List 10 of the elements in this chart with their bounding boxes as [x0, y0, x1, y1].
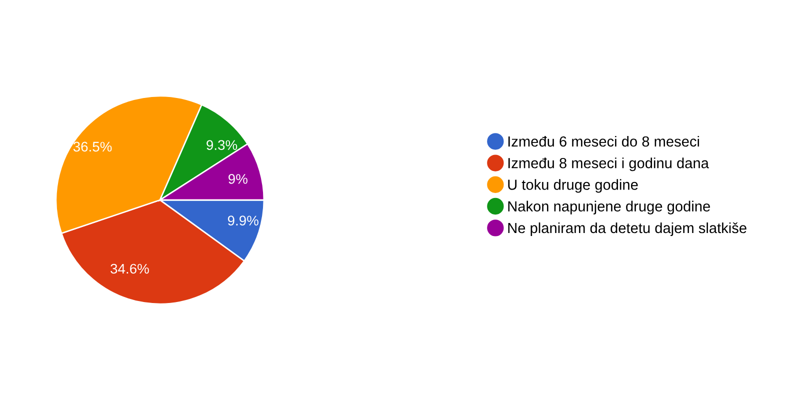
legend-label: Nakon napunjene druge godine [508, 200, 710, 214]
data-label: 9.3% [206, 140, 238, 150]
legend-label: U toku druge godine [508, 179, 638, 193]
data-label: 34.6% [110, 264, 149, 274]
legend-label: Između 6 meseci do 8 meseci [508, 136, 700, 147]
data-label: 9.9% [228, 216, 258, 226]
data-label: 9% [228, 174, 248, 184]
legend-label: Ne planiram da detetu dajem slatkiše [508, 222, 746, 236]
legend-label: Između 8 meseci i godinu dana [508, 158, 709, 172]
data-label: 36.5% [73, 142, 112, 152]
